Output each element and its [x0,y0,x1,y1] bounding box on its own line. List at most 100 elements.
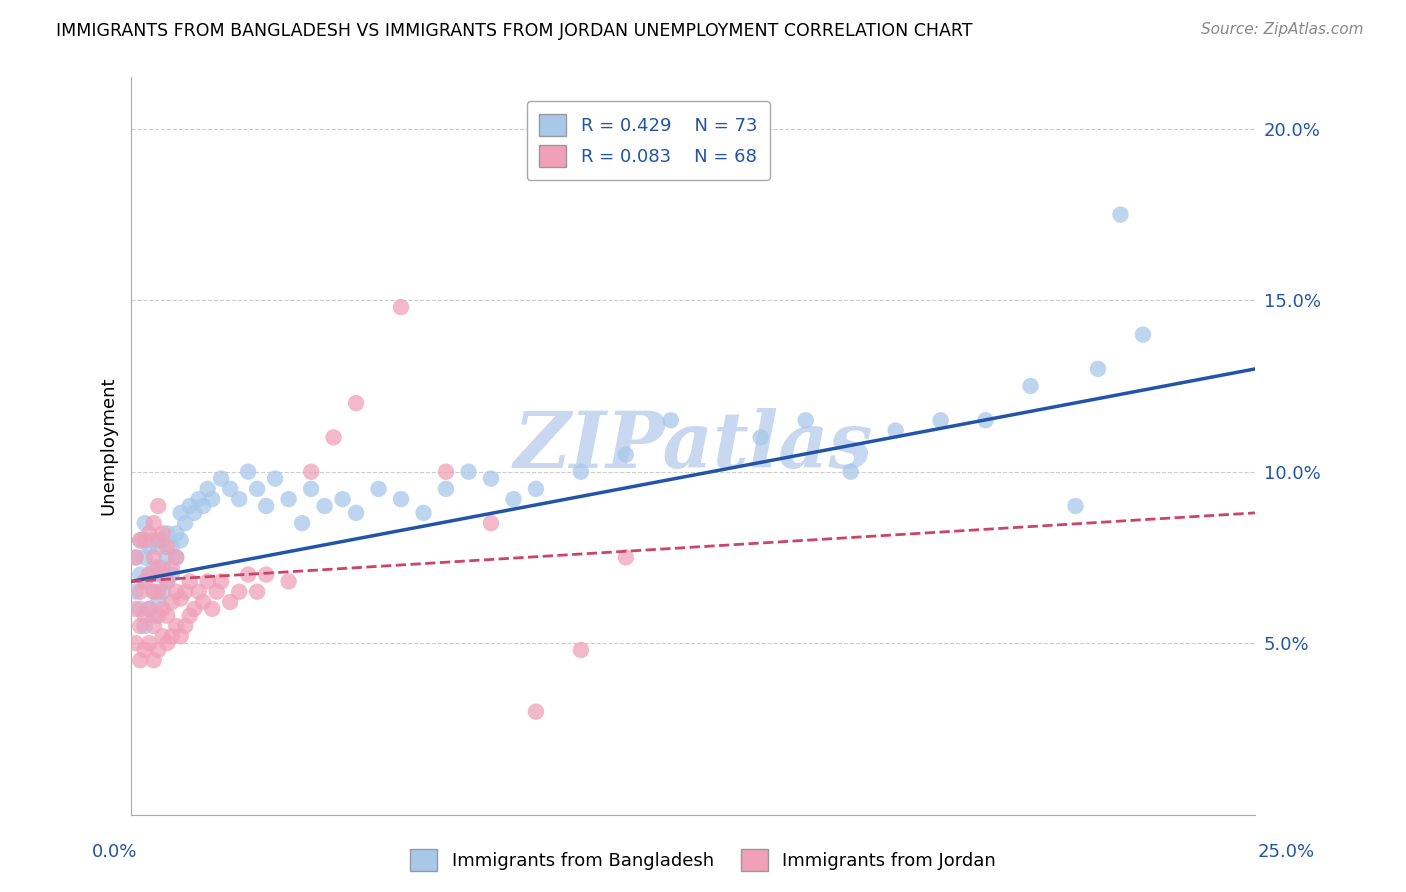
Point [129,584,152,599]
Point [152,629,174,643]
Point [160,595,183,609]
Point [125,636,148,650]
Point [479,472,502,486]
Point [152,533,174,548]
Point [142,516,165,530]
Point [156,526,179,541]
Text: 0.0%: 0.0% [91,843,136,861]
Point [614,550,637,565]
Legend: R = 0.429    N = 73, R = 0.083    N = 68: R = 0.429 N = 73, R = 0.083 N = 68 [527,101,770,179]
Point [156,636,179,650]
Point [929,413,952,427]
Point [170,506,193,520]
Point [142,619,165,633]
Point [1109,208,1132,222]
Point [138,540,160,554]
Point [246,482,269,496]
Point [839,465,862,479]
Point [187,584,209,599]
Point [165,619,187,633]
Point [434,465,457,479]
Point [134,619,156,633]
Point [125,584,148,599]
Point [152,567,174,582]
Point [142,584,165,599]
Point [277,492,299,507]
Text: ZIPatlas: ZIPatlas [513,408,873,484]
Point [129,653,152,667]
Point [479,516,502,530]
Text: 25.0%: 25.0% [1257,843,1315,861]
Point [125,550,148,565]
Point [138,602,160,616]
Point [156,550,179,565]
Point [152,526,174,541]
Point [160,567,183,582]
Point [138,567,160,582]
Point [322,430,344,444]
Point [142,608,165,623]
Point [389,492,412,507]
Point [129,533,152,548]
Point [160,540,183,554]
Point [142,550,165,565]
Point [502,492,524,507]
Point [193,595,215,609]
Point [170,533,193,548]
Point [524,705,547,719]
Point [1019,379,1042,393]
Point [314,499,336,513]
Point [156,608,179,623]
Point [129,602,152,616]
Point [974,413,997,427]
Point [614,448,637,462]
Point [1087,362,1109,376]
Point [148,540,170,554]
Point [299,465,322,479]
Legend: Immigrants from Bangladesh, Immigrants from Jordan: Immigrants from Bangladesh, Immigrants f… [402,842,1004,879]
Point [434,482,457,496]
Point [148,643,170,657]
Point [156,574,179,589]
Point [134,574,156,589]
Point [134,533,156,548]
Point [165,584,187,599]
Point [201,602,224,616]
Point [134,550,156,565]
Point [148,499,170,513]
Point [174,584,197,599]
Point [659,413,682,427]
Point [148,560,170,574]
Point [209,472,232,486]
Point [524,482,547,496]
Point [197,482,219,496]
Point [160,560,183,574]
Point [152,584,174,599]
Point [332,492,354,507]
Point [165,550,187,565]
Point [457,465,479,479]
Point [148,567,170,582]
Point [291,516,314,530]
Point [219,482,242,496]
Point [179,499,201,513]
Text: Source: ZipAtlas.com: Source: ZipAtlas.com [1201,22,1364,37]
Y-axis label: Unemployment: Unemployment [100,376,117,516]
Point [174,619,197,633]
Point [183,506,205,520]
Point [138,526,160,541]
Point [1132,327,1154,342]
Point [134,608,156,623]
Point [138,567,160,582]
Point [174,516,197,530]
Point [344,506,367,520]
Point [569,465,592,479]
Point [412,506,434,520]
Point [129,567,152,582]
Point [148,584,170,599]
Point [749,430,772,444]
Point [179,608,201,623]
Point [165,550,187,565]
Point [148,533,170,548]
Point [367,482,389,496]
